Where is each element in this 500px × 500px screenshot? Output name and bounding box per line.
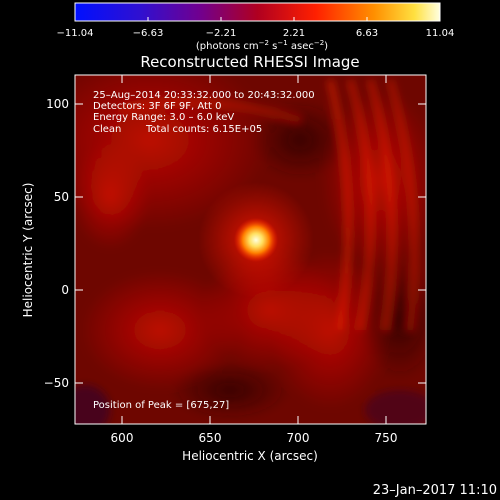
peak-position-annotation: Position of Peak = [675,27] [93,400,229,411]
x-axis-label: Heliocentric X (arcsec) [182,449,318,463]
colorbar-tick-label: −6.63 [133,28,164,39]
colorbar [74,2,441,22]
algorithm-annotation: Clean [93,124,121,135]
y-tick-label: 100 [46,97,69,111]
time-range-annotation: 25–Aug–2014 20:33:32.000 to 20:43:32.000 [93,90,315,101]
x-axis-ticks [121,75,387,424]
colorbar-tick-label: −2.21 [206,28,237,39]
flare-source [198,182,314,298]
colorbar-tick-label: −11.04 [56,28,93,39]
plot-frame [74,74,427,425]
colorbar-ticks [74,17,441,21]
y-tick-label: 50 [54,190,69,204]
x-tick-label: 700 [287,431,310,445]
y-axis-label: Heliocentric Y (arcsec) [21,183,35,318]
footer-timestamp: 23–Jan–2017 11:10 [373,483,497,498]
image-area [75,75,426,424]
energy-range-annotation: Energy Range: 3.0 – 6.0 keV [93,112,234,123]
colorbar-tick-label: 2.21 [283,28,305,39]
x-tick-label: 600 [111,431,134,445]
plot-title: Reconstructed RHESSI Image [140,53,359,71]
y-tick-label: 0 [61,283,69,297]
colorbar-tick-label: 11.04 [426,28,455,39]
colorbar-tick-label: 6.63 [356,28,378,39]
y-tick-label: −50 [44,376,69,390]
x-tick-label: 750 [375,431,398,445]
x-tick-label: 650 [199,431,222,445]
colorbar-units-label: (photons cm−2 s−1 asec−2) [196,39,328,52]
total-counts-annotation: Total counts: 6.15E+05 [145,124,262,135]
detectors-annotation: Detectors: 3F 6F 9F, Att 0 [93,101,221,112]
y-axis-ticks [75,103,426,384]
